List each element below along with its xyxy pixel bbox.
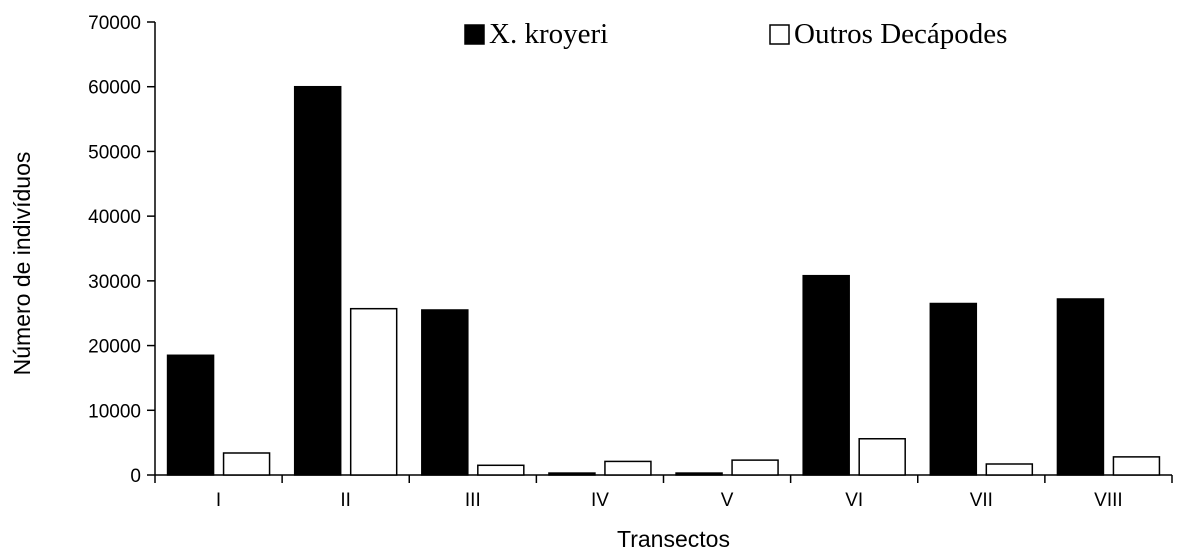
x-tick-label: IV (591, 490, 609, 511)
x-tick-label: V (721, 490, 734, 511)
bar-outros-decapodes (985, 463, 1034, 476)
bar-outros-decapodes (1112, 456, 1161, 476)
bar-outros-decapodes (858, 438, 906, 476)
bar-outros-decapodes (731, 459, 779, 476)
bar-x-kroyeri (929, 302, 978, 476)
y-tick-label: 60000 (88, 78, 141, 99)
y-tick-label: 10000 (88, 401, 141, 422)
legend-swatch-outros-decapodes (769, 24, 790, 45)
y-tick-label: 50000 (88, 142, 141, 163)
bar-outros-decapodes (604, 460, 652, 476)
x-tick-label: VIII (1094, 490, 1123, 511)
y-tick-label: 70000 (88, 13, 141, 34)
y-tick-label: 30000 (88, 272, 141, 293)
y-tick-label: 20000 (88, 337, 141, 358)
bar-outros-decapodes (477, 464, 525, 476)
x-tick-label: VII (970, 490, 993, 511)
bar-x-kroyeri (166, 354, 215, 476)
legend-label-x-kroyeri: X. kroyeri (489, 18, 608, 50)
x-tick-label: VI (845, 490, 863, 511)
y-tick-label: 0 (130, 466, 141, 487)
legend-swatch-x-kroyeri (464, 24, 485, 45)
bar-x-kroyeri (675, 472, 723, 476)
bar-x-kroyeri (802, 274, 850, 476)
x-axis-title: Transectos (617, 526, 730, 552)
bar-x-kroyeri (1056, 298, 1105, 476)
y-tick-label: 40000 (88, 207, 141, 228)
bar-x-kroyeri (293, 85, 342, 476)
legend-label-outros-decapodes: Outros Decápodes (794, 18, 1007, 50)
x-tick-label: II (340, 490, 351, 511)
x-tick-label: III (465, 490, 481, 511)
bar-x-kroyeri (421, 309, 469, 476)
bar-outros-decapodes (222, 452, 271, 476)
bar-x-kroyeri (548, 472, 596, 476)
x-tick-label: I (216, 490, 221, 511)
bar-outros-decapodes (349, 307, 398, 476)
y-axis-title: Número de indivíduos (9, 152, 35, 376)
